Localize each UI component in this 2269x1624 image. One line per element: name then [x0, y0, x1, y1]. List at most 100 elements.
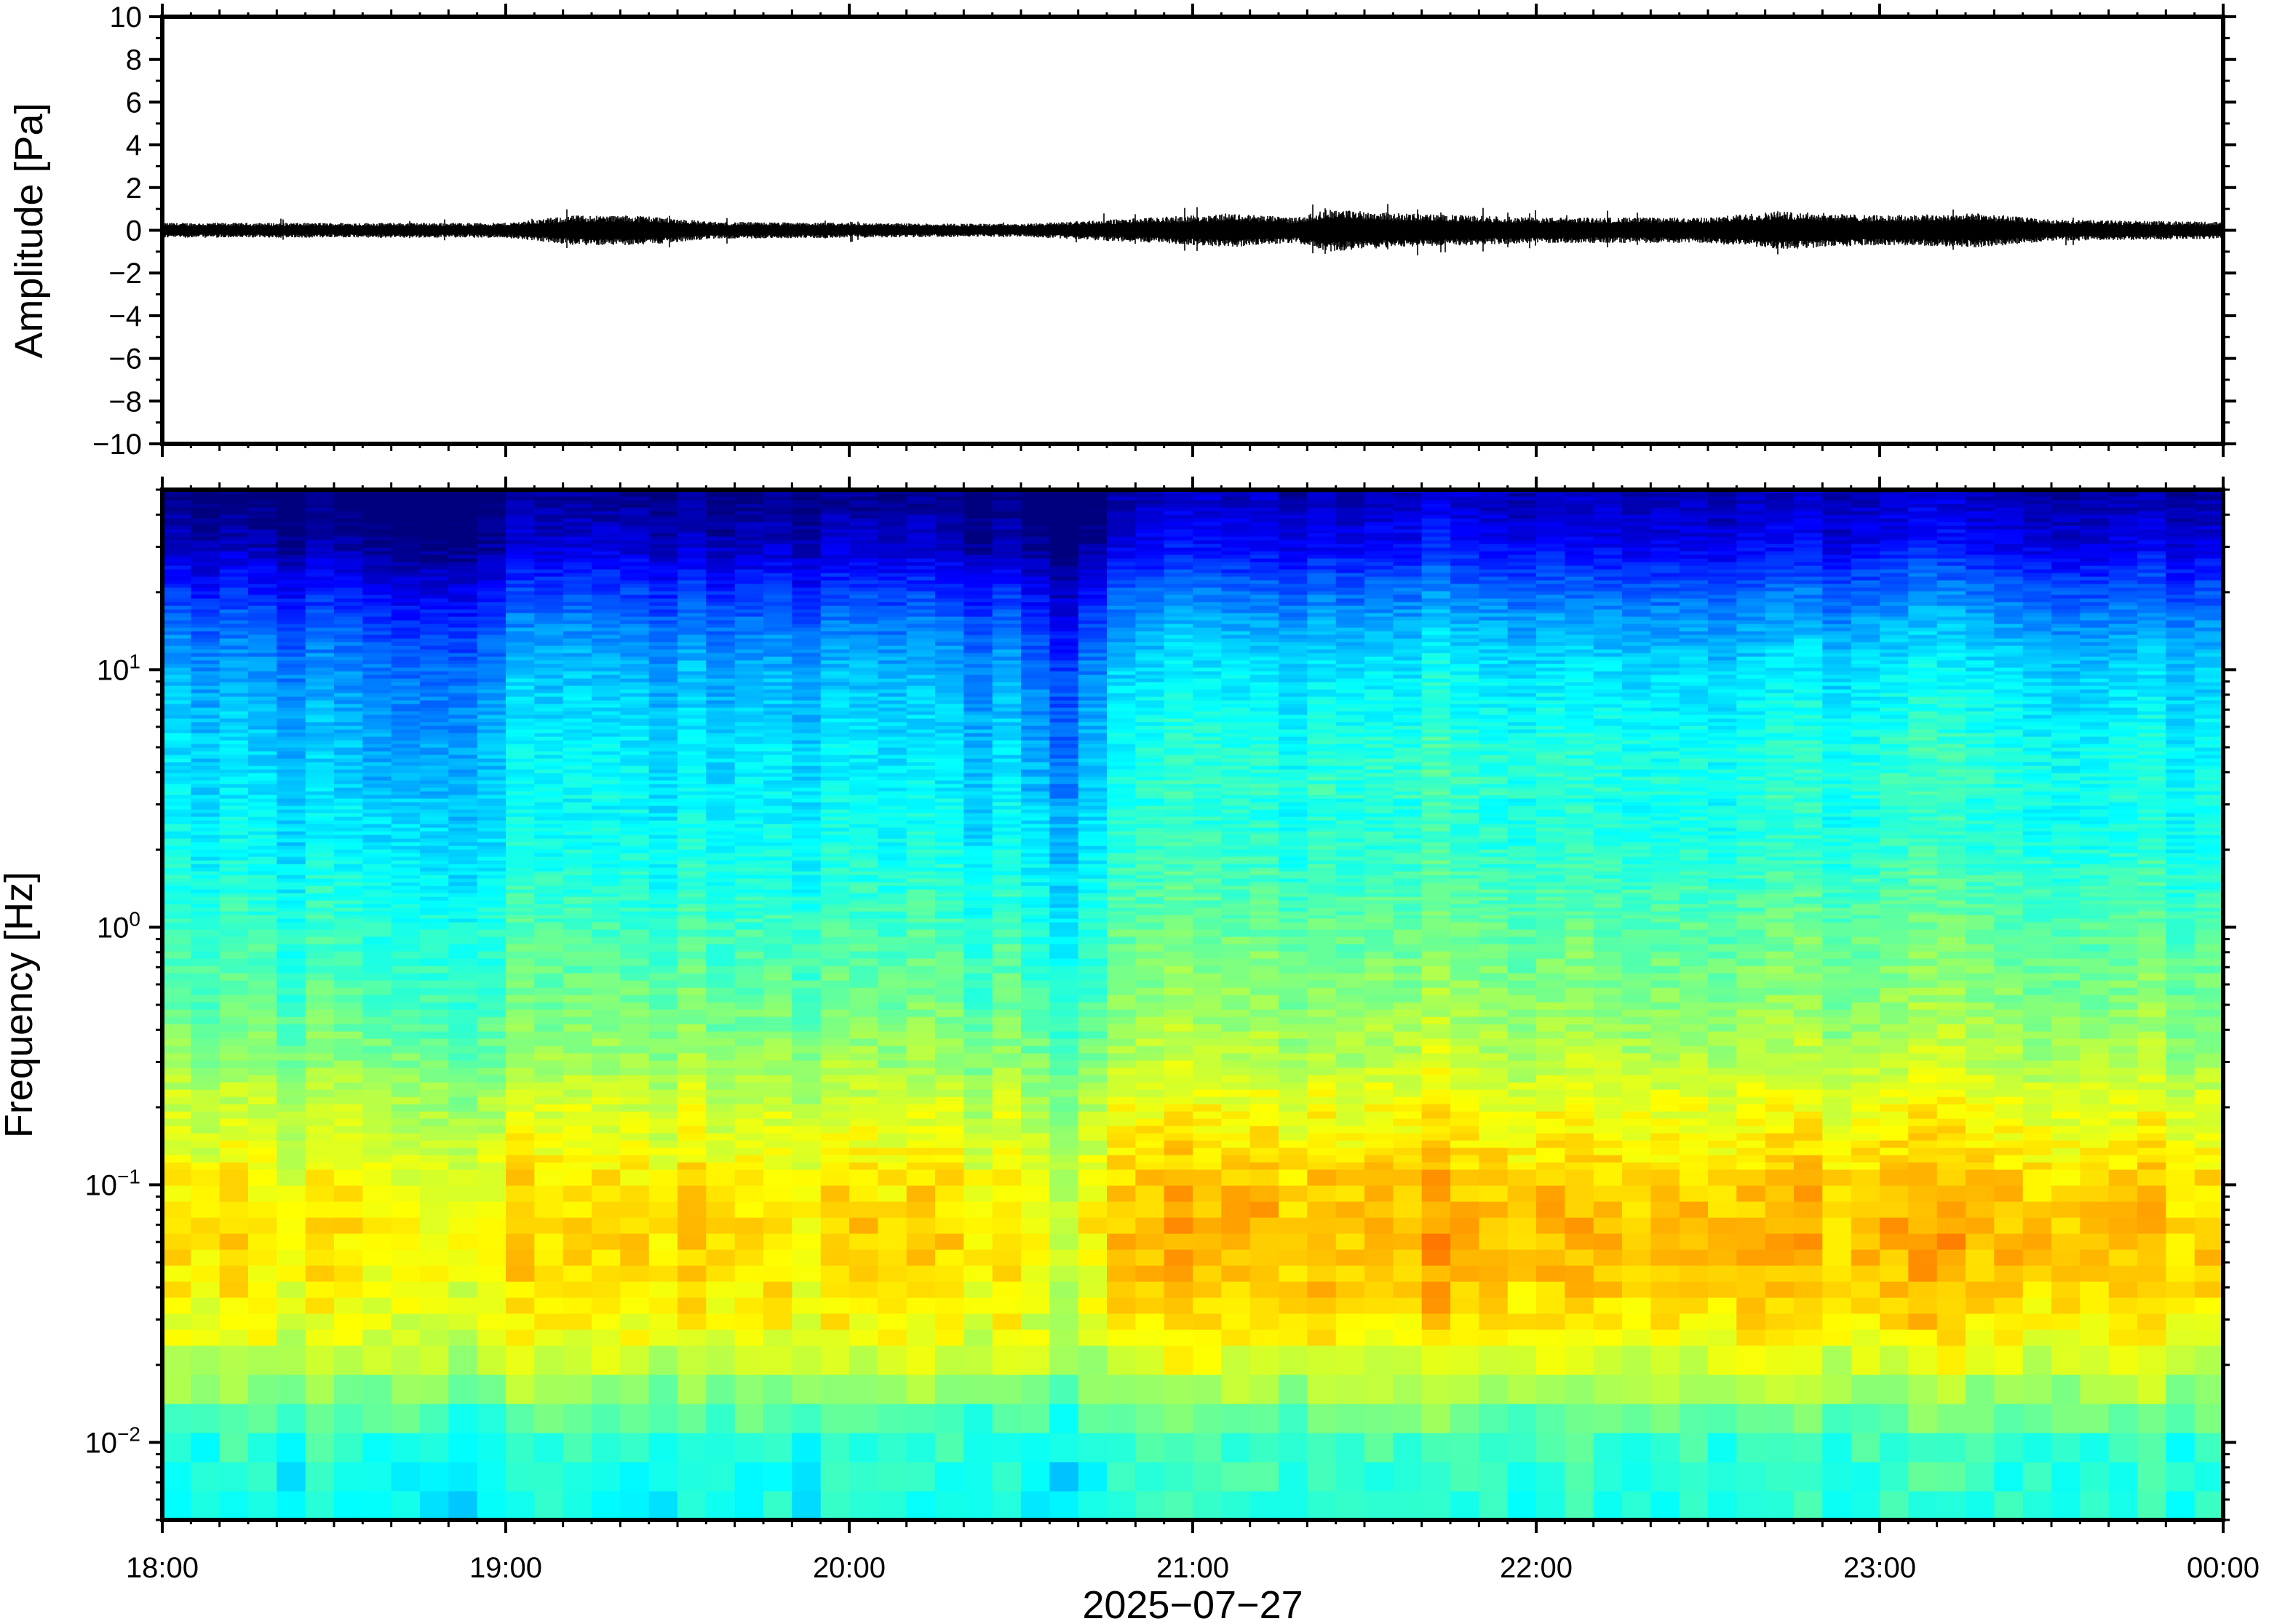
spectrogram-cell	[506, 693, 536, 697]
spectrogram-cell	[362, 1060, 392, 1068]
spectrogram-cell	[820, 762, 850, 766]
spectrogram-cell	[792, 795, 822, 799]
spectrogram-cell	[563, 1053, 592, 1061]
spectrogram-cell	[734, 671, 764, 675]
spectrogram-cell	[420, 1082, 450, 1090]
spectrogram-cell	[763, 1053, 793, 1061]
spectrogram-cell	[849, 1249, 879, 1266]
spectrogram-cell	[648, 907, 678, 912]
spectrogram-cell	[191, 973, 220, 981]
spectrogram-cell	[677, 682, 707, 686]
spectrogram-cell	[849, 860, 879, 864]
spectrogram-cell	[534, 725, 564, 730]
spectrogram-cell	[648, 824, 678, 828]
spectrogram-cell	[763, 503, 793, 508]
spectrogram-cell	[648, 798, 678, 803]
spectrogram-cell	[391, 594, 421, 599]
spectrogram-cell	[592, 1024, 621, 1032]
waveform-y-tick-label: 2	[126, 172, 142, 204]
spectrogram-cell	[648, 598, 678, 602]
spectrogram-cell	[420, 973, 450, 981]
spectrogram-cell	[534, 689, 564, 693]
spectrogram-cell	[362, 573, 392, 577]
spectrogram-cell	[820, 613, 850, 617]
spectrogram-cell	[906, 565, 936, 570]
spectrogram-cell	[305, 1433, 335, 1462]
spectrogram-cell	[391, 674, 421, 679]
spectrogram-cell	[592, 813, 621, 817]
spectrogram-cell	[792, 536, 822, 541]
spectrogram-cell	[477, 514, 506, 519]
spectrogram-cell	[362, 762, 392, 766]
spectrogram-cell	[763, 915, 793, 919]
spectrogram-cell	[248, 725, 278, 730]
spectrogram-cell	[763, 1140, 793, 1148]
spectrogram-cell	[334, 645, 364, 650]
spectrogram-cell	[162, 678, 192, 682]
spectrogram-cell	[420, 576, 450, 581]
spectrogram-cell	[734, 580, 764, 584]
spectrogram-cell	[162, 860, 192, 864]
spectrogram-cell	[878, 1075, 907, 1083]
spectrogram-cell	[620, 827, 650, 832]
spectrogram-cell	[935, 929, 965, 937]
spectrogram-cell	[878, 682, 907, 686]
spectrogram-cell	[677, 1140, 707, 1148]
spectrogram-cell	[448, 740, 478, 744]
spectrogram-cell	[563, 529, 592, 533]
spectrogram-cell	[477, 1345, 506, 1375]
spectrogram-cell	[162, 755, 192, 759]
spectrogram-cell	[534, 722, 564, 726]
spectrogram-cell	[534, 838, 564, 843]
spectrogram-cell	[448, 500, 478, 504]
spectrogram-cell	[219, 540, 249, 544]
spectrogram-cell	[935, 813, 965, 817]
spectrogram-cell	[563, 503, 592, 508]
spectrogram-cell	[448, 667, 478, 672]
spectrogram-cell	[592, 660, 621, 664]
spectrogram-cell	[420, 1185, 450, 1202]
spectrogram-cell	[248, 951, 278, 959]
spectrogram-cell	[648, 944, 678, 952]
spectrogram-cell	[248, 849, 278, 853]
spectrogram-cell	[734, 496, 764, 501]
spectrogram-cell	[248, 915, 278, 919]
spectrogram-cell	[191, 642, 220, 646]
spectrogram-cell	[305, 1126, 335, 1134]
spectrogram-cell	[305, 704, 335, 708]
spectrogram-cell	[506, 809, 536, 813]
spectrogram-cell	[878, 1002, 907, 1010]
spectrogram-cell	[620, 1162, 650, 1170]
spectrogram-cell	[448, 911, 478, 915]
spectrogram-cell	[391, 1169, 421, 1186]
spectrogram-cell	[648, 915, 678, 919]
spectrogram-cell	[219, 602, 249, 606]
spectrogram-cell	[477, 893, 506, 897]
spectrogram-cell	[477, 1155, 506, 1163]
spectrogram-cell	[563, 1060, 592, 1068]
spectrogram-cell	[248, 853, 278, 857]
spectrogram-cell	[706, 533, 736, 537]
spectrogram-cell	[162, 584, 192, 588]
spectrogram-cell	[820, 653, 850, 657]
spectrogram-cell	[935, 1217, 965, 1234]
spectrogram-cell	[849, 1147, 879, 1155]
spectrogram-cell	[620, 853, 650, 857]
spectrogram-cell	[763, 809, 793, 813]
spectrogram-cell	[849, 627, 879, 632]
spectrogram-cell	[849, 536, 879, 541]
spectrogram-cell	[878, 860, 907, 864]
spectrogram-cell	[334, 885, 364, 890]
spectrogram-cell	[820, 1462, 850, 1492]
spectrogram-cell	[420, 1133, 450, 1141]
spectrogram-cell	[677, 838, 707, 843]
spectrogram-cell	[706, 605, 736, 610]
spectrogram-cell	[878, 871, 907, 875]
spectrogram-cell	[706, 744, 736, 748]
spectrogram-cell	[420, 787, 450, 792]
spectrogram-cell	[277, 667, 306, 672]
spectrogram-cell	[534, 565, 564, 570]
spectrogram-cell	[792, 493, 822, 497]
spectrogram-cell	[305, 816, 335, 821]
spectrogram-cell	[277, 631, 306, 635]
